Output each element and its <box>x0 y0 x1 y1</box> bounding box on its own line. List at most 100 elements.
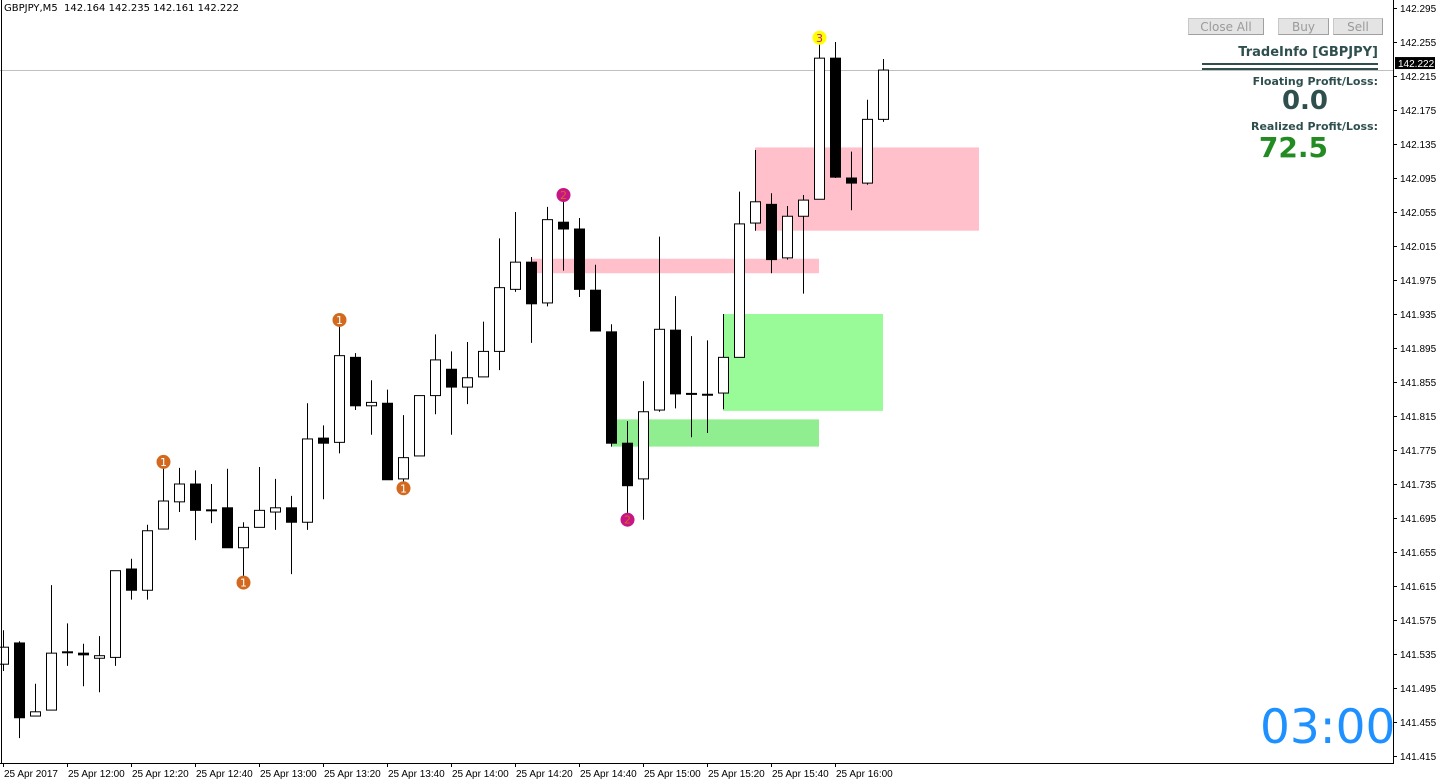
markers-layer: 1 1 1 1 2 2 3 <box>156 30 827 590</box>
candle-body <box>190 483 201 511</box>
candle <box>558 194 569 271</box>
candle-body <box>14 642 25 719</box>
realized-pl-label: Realized Profit/Loss: <box>1251 120 1378 133</box>
candle <box>526 257 537 343</box>
swing-marker: 1 <box>156 454 171 469</box>
candle <box>414 395 425 457</box>
candle <box>494 238 505 371</box>
marker-label: 1 <box>400 482 407 495</box>
candle <box>702 340 713 433</box>
time-tick-label: 25 Apr 15:20 <box>708 769 765 780</box>
price-tick-label: 141.535 <box>1400 650 1436 661</box>
candle <box>622 421 633 519</box>
candle <box>590 264 601 332</box>
candle-body <box>414 395 425 457</box>
candle-body <box>590 289 601 332</box>
price-tick-label: 141.695 <box>1400 514 1436 525</box>
candle-body <box>62 651 73 654</box>
candle-body <box>142 530 153 591</box>
candle <box>350 353 361 411</box>
candle-body <box>734 223 745 358</box>
floating-pl-value: 0.0 <box>1281 86 1328 116</box>
candle <box>574 217 585 297</box>
title-underline-2 <box>1202 68 1378 70</box>
candle <box>334 319 345 454</box>
marker-circle <box>812 30 827 45</box>
title-underline <box>1202 63 1378 65</box>
marker-circle <box>156 454 171 469</box>
candle <box>510 212 521 292</box>
price-tick-label: 142.255 <box>1400 38 1436 49</box>
candle <box>878 59 889 122</box>
price-tick-label: 141.615 <box>1400 582 1436 593</box>
candles-layer <box>0 37 889 739</box>
candle <box>382 389 393 481</box>
candle <box>206 484 217 524</box>
price-tick-label: 142.295 <box>1400 4 1436 15</box>
swing-marker: 3 <box>812 30 827 45</box>
candle <box>814 37 825 200</box>
candle-body <box>398 457 409 480</box>
candle <box>62 623 73 666</box>
candle <box>606 324 617 447</box>
price-tick-label: 142.055 <box>1400 208 1436 219</box>
candle <box>0 630 9 671</box>
candle <box>734 191 745 358</box>
marker-circle <box>620 512 635 527</box>
candle-body <box>766 203 777 261</box>
time-tick-label: 25 Apr 13:40 <box>388 769 445 780</box>
close-all-button[interactable]: Close All <box>1188 18 1264 35</box>
candle <box>654 236 665 412</box>
candle <box>542 206 553 307</box>
marker-circle <box>236 575 251 590</box>
candle-body <box>94 655 105 659</box>
candle <box>46 585 57 711</box>
time-tick-label: 25 Apr 14:40 <box>580 769 637 780</box>
price-tick-label: 142.015 <box>1400 242 1436 253</box>
candle <box>190 470 201 541</box>
candle-body <box>158 500 169 530</box>
candle-body <box>254 509 265 528</box>
price-tick-label: 141.735 <box>1400 480 1436 491</box>
price-tick-label: 142.095 <box>1400 174 1436 185</box>
candle <box>94 636 105 693</box>
candle <box>302 403 313 530</box>
price-tick-label: 141.815 <box>1400 412 1436 423</box>
demand-zone <box>723 314 883 411</box>
candle <box>718 314 729 410</box>
candle <box>158 461 169 530</box>
price-tick-label: 141.575 <box>1400 616 1436 627</box>
candle <box>366 380 377 435</box>
candle <box>398 415 409 489</box>
time-tick-label: 25 Apr 13:20 <box>324 769 381 780</box>
candle <box>846 151 857 211</box>
candle-timer: 03:00 <box>1260 700 1396 755</box>
candle-body <box>878 69 889 120</box>
time-tick-label: 25 Apr 15:00 <box>644 769 701 780</box>
candle <box>270 478 281 530</box>
price-tick-label: 141.455 <box>1400 718 1436 729</box>
symbol-timeframe: GBPJPY,M5 <box>4 3 58 14</box>
time-tick-label: 25 Apr 12:00 <box>68 769 125 780</box>
price-tick-label: 142.175 <box>1400 106 1436 117</box>
time-tick-label: 25 Apr 13:00 <box>260 769 317 780</box>
candle-body <box>174 483 185 503</box>
candle-body <box>622 442 633 487</box>
candle-body <box>558 221 569 230</box>
candle-body <box>206 509 217 512</box>
candle-body <box>270 507 281 513</box>
candle <box>174 467 185 513</box>
time-tick-label: 25 Apr 14:20 <box>516 769 573 780</box>
candle <box>798 195 809 294</box>
buy-button[interactable]: Buy <box>1278 18 1329 35</box>
time-axis: 25 Apr 2017 25 Apr 12:00 25 Apr 12:20 25 Ap… <box>3 763 893 780</box>
candle <box>478 321 489 378</box>
candle <box>670 296 681 409</box>
candle-body <box>382 402 393 481</box>
candle <box>126 558 137 600</box>
price-tick-label: 141.775 <box>1400 446 1436 457</box>
candle-body <box>350 356 361 407</box>
sell-button[interactable]: Sell <box>1333 18 1383 35</box>
candle-body <box>686 392 697 395</box>
